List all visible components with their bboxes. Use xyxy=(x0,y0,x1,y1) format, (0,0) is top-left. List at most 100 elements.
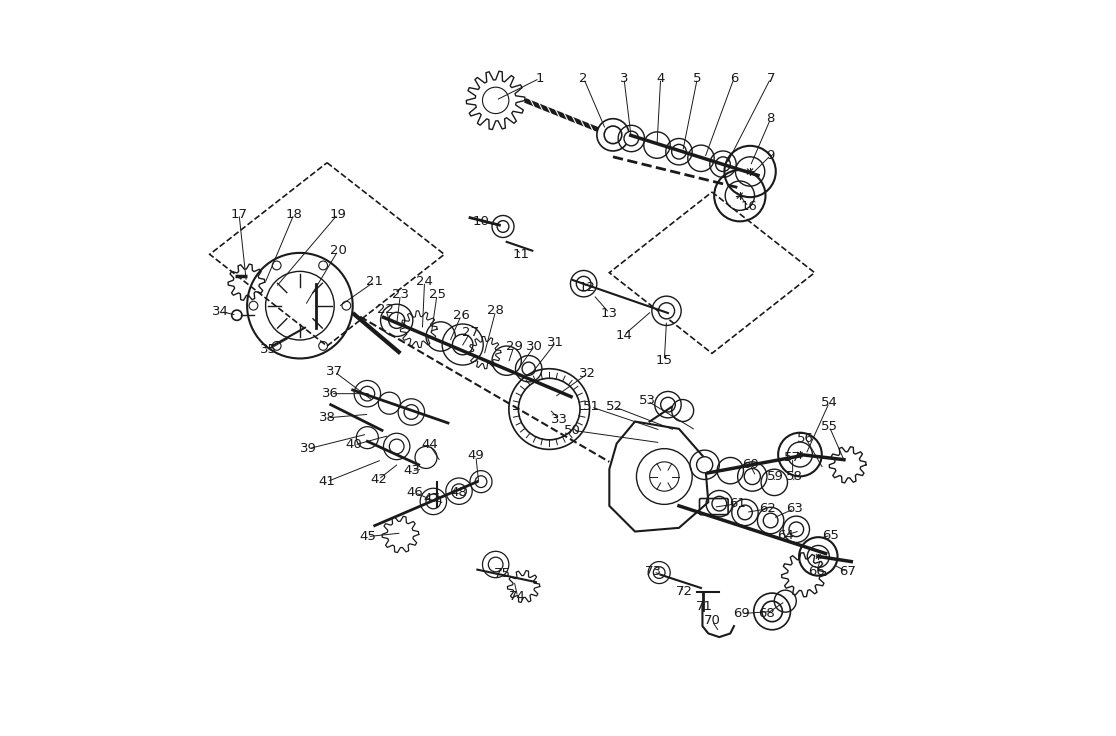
Text: 52: 52 xyxy=(606,400,623,414)
Circle shape xyxy=(762,601,782,622)
Text: 25: 25 xyxy=(429,289,445,301)
Text: 47: 47 xyxy=(423,492,441,505)
Circle shape xyxy=(452,484,466,498)
Text: 9: 9 xyxy=(767,149,775,162)
Text: 6: 6 xyxy=(730,72,738,85)
Text: 29: 29 xyxy=(506,339,522,353)
Text: 66: 66 xyxy=(808,565,825,578)
Text: 1: 1 xyxy=(536,72,543,85)
Text: 16: 16 xyxy=(740,200,757,213)
Circle shape xyxy=(763,513,778,528)
Text: 28: 28 xyxy=(488,304,504,317)
Text: 17: 17 xyxy=(231,208,248,221)
Circle shape xyxy=(672,144,686,159)
Text: 45: 45 xyxy=(359,530,376,543)
Text: 75: 75 xyxy=(493,567,511,580)
Circle shape xyxy=(475,475,487,487)
Text: 57: 57 xyxy=(785,451,801,464)
Text: 56: 56 xyxy=(798,432,815,445)
Text: 13: 13 xyxy=(600,306,618,319)
Text: 73: 73 xyxy=(645,565,662,578)
Text: 37: 37 xyxy=(326,365,343,378)
Text: 50: 50 xyxy=(565,424,581,437)
Text: 12: 12 xyxy=(579,281,596,294)
Text: 41: 41 xyxy=(318,475,336,488)
Circle shape xyxy=(712,496,727,511)
Text: 43: 43 xyxy=(403,464,420,477)
Circle shape xyxy=(624,131,638,146)
Text: 11: 11 xyxy=(513,248,530,261)
Text: 19: 19 xyxy=(329,208,346,221)
Text: 59: 59 xyxy=(767,470,783,483)
Text: 10: 10 xyxy=(472,215,490,228)
Circle shape xyxy=(522,362,536,375)
Text: 61: 61 xyxy=(729,497,747,510)
Text: 68: 68 xyxy=(759,607,776,620)
Circle shape xyxy=(604,126,622,144)
Circle shape xyxy=(576,276,591,291)
Text: 60: 60 xyxy=(742,459,759,471)
Text: 36: 36 xyxy=(323,387,339,400)
Text: 44: 44 xyxy=(422,439,439,451)
Text: 65: 65 xyxy=(822,528,839,542)
Text: 31: 31 xyxy=(547,336,565,349)
Text: 54: 54 xyxy=(821,396,838,409)
Text: 58: 58 xyxy=(787,470,804,483)
Text: 71: 71 xyxy=(696,600,713,613)
Text: 18: 18 xyxy=(286,208,302,221)
Text: 26: 26 xyxy=(453,308,470,322)
Text: 32: 32 xyxy=(579,367,596,381)
Text: 51: 51 xyxy=(583,400,599,414)
Circle shape xyxy=(661,397,675,412)
Text: 64: 64 xyxy=(777,528,793,542)
Circle shape xyxy=(744,468,760,484)
Circle shape xyxy=(738,505,752,520)
Circle shape xyxy=(715,157,730,171)
Text: 72: 72 xyxy=(675,585,693,598)
Circle shape xyxy=(653,567,665,578)
Circle shape xyxy=(696,457,713,473)
Text: 53: 53 xyxy=(639,394,656,408)
Text: 38: 38 xyxy=(318,411,336,425)
Text: 46: 46 xyxy=(406,486,423,499)
Text: 14: 14 xyxy=(616,328,633,342)
Text: 15: 15 xyxy=(656,354,673,367)
Text: 39: 39 xyxy=(300,442,317,455)
Text: 27: 27 xyxy=(462,326,479,339)
Circle shape xyxy=(389,439,404,454)
Text: 30: 30 xyxy=(526,339,543,353)
Circle shape xyxy=(497,221,509,233)
Text: 40: 40 xyxy=(346,439,363,451)
Text: 67: 67 xyxy=(839,565,856,578)
Text: 7: 7 xyxy=(767,72,775,85)
Circle shape xyxy=(489,557,503,572)
Text: 22: 22 xyxy=(377,302,394,316)
Circle shape xyxy=(789,522,804,537)
Text: 35: 35 xyxy=(260,343,277,356)
Text: 23: 23 xyxy=(392,289,408,301)
Text: 62: 62 xyxy=(759,502,776,515)
Text: 70: 70 xyxy=(703,615,721,628)
Text: 24: 24 xyxy=(416,275,433,288)
Circle shape xyxy=(404,405,418,420)
Text: 34: 34 xyxy=(212,305,229,318)
Text: 3: 3 xyxy=(619,72,628,85)
Text: 4: 4 xyxy=(656,72,665,85)
Circle shape xyxy=(426,494,441,509)
Text: 49: 49 xyxy=(468,450,484,462)
Circle shape xyxy=(360,386,375,401)
Circle shape xyxy=(452,334,473,355)
Text: 42: 42 xyxy=(369,473,387,486)
Text: 33: 33 xyxy=(551,413,568,426)
Text: 74: 74 xyxy=(509,590,526,604)
Circle shape xyxy=(658,302,674,319)
Text: 20: 20 xyxy=(329,244,346,257)
Text: 69: 69 xyxy=(733,607,750,620)
Text: 63: 63 xyxy=(786,502,802,515)
Text: 2: 2 xyxy=(579,72,588,85)
Text: 48: 48 xyxy=(451,486,468,499)
Text: 5: 5 xyxy=(693,72,702,85)
Text: 8: 8 xyxy=(767,112,775,125)
Text: 55: 55 xyxy=(820,420,838,434)
Circle shape xyxy=(388,312,405,328)
